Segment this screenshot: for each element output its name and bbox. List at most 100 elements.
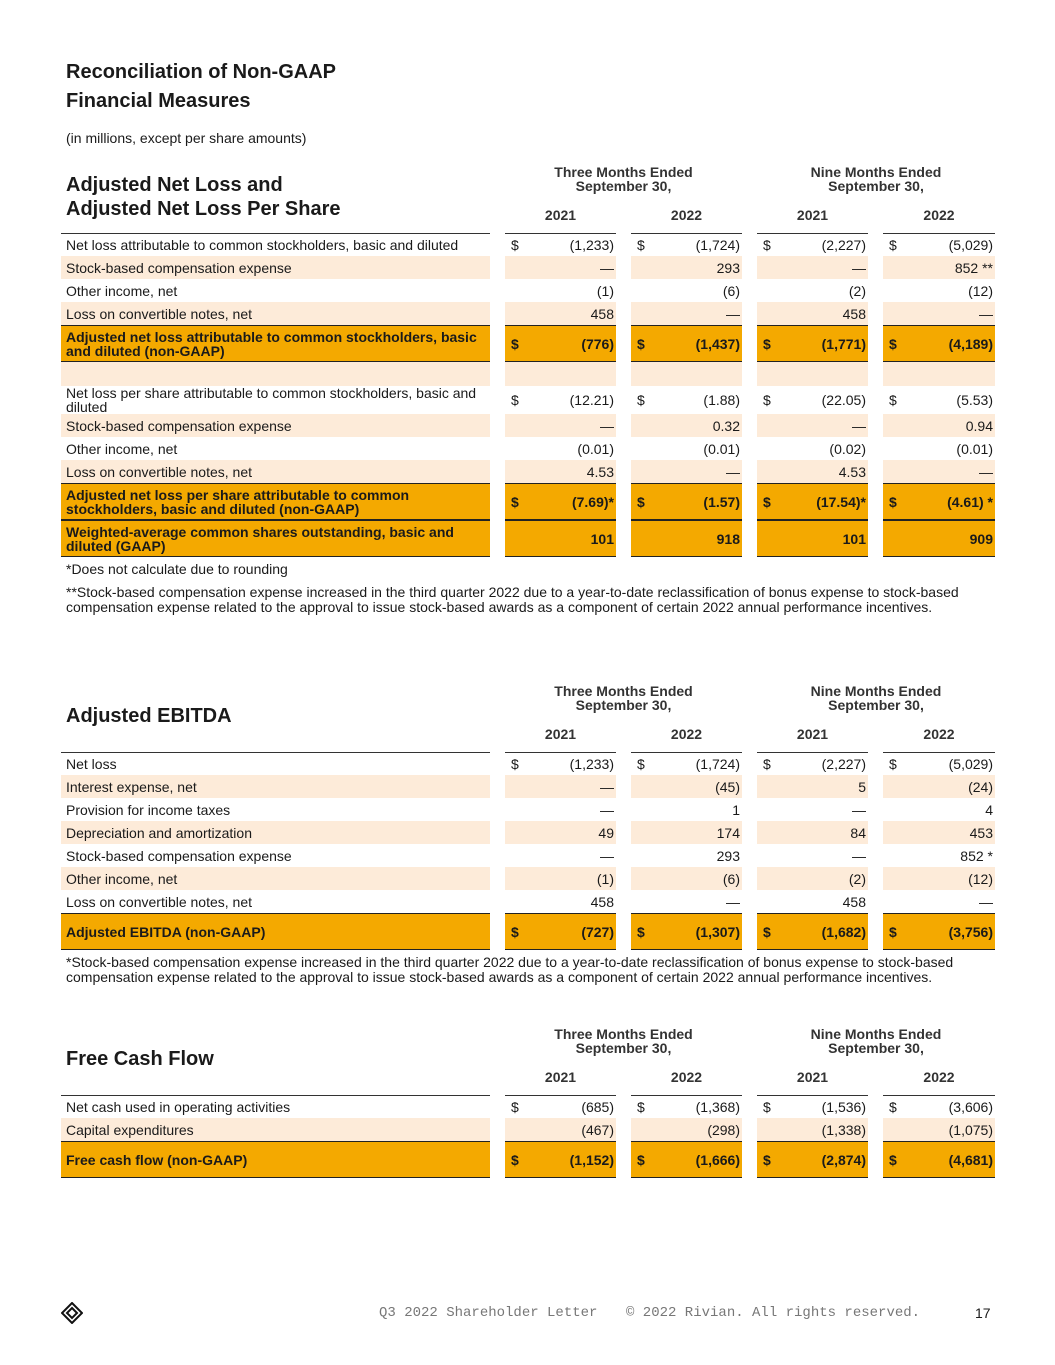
table: Free Cash Flow Three Months Ended Septemb… <box>61 1023 995 1178</box>
value: — <box>726 463 740 480</box>
value: (685) <box>581 1099 614 1115</box>
value-cell: 852 ** <box>883 256 995 279</box>
value: (22.05) <box>821 392 866 408</box>
value: (7.69)* <box>571 493 614 510</box>
spacer-cell <box>505 362 616 386</box>
value-cell: (0.01) <box>883 437 995 460</box>
value: — <box>600 417 614 434</box>
value: (12) <box>968 870 993 887</box>
value: (5.53) <box>956 392 993 408</box>
value-cell: $ (2,874) <box>757 1141 868 1178</box>
year-header: 2022 <box>923 1069 955 1085</box>
row-label: Interest expense, net <box>61 775 490 798</box>
value: (3,756) <box>948 923 993 940</box>
table-title: Adjusted Net Loss and Adjusted Net Loss P… <box>61 161 490 233</box>
table: Adjusted EBITDA Three Months Ended Septem… <box>61 680 995 993</box>
currency: $ <box>511 756 519 772</box>
value-cell: (12) <box>883 279 995 302</box>
table-row: Net loss per share attributable to commo… <box>61 386 995 414</box>
value: (0.01) <box>577 440 614 457</box>
value: (4,189) <box>948 335 993 352</box>
currency: $ <box>763 1151 771 1168</box>
value-cell: $ (4.61) * <box>883 483 995 520</box>
value-cell: 174 <box>631 821 742 844</box>
value-cell: $ (1,682) <box>757 913 868 950</box>
value-cell: $ (1.57) <box>631 483 742 520</box>
title-line: Financial Measures <box>66 90 251 112</box>
period-label: Nine Months Ended September 30, <box>810 683 942 713</box>
value-cell: $ (1,724) <box>631 233 742 256</box>
row-label: Adjusted EBITDA (non-GAAP) <box>61 913 490 950</box>
value: (1,233) <box>569 756 614 772</box>
period-header: Three Months Ended September 30, <box>505 1023 742 1069</box>
value: (5,029) <box>948 237 993 253</box>
currency: $ <box>763 335 771 352</box>
currency: $ <box>889 237 897 253</box>
value-cell: $ (1,368) <box>631 1095 742 1118</box>
currency: $ <box>889 1151 897 1168</box>
value: (2) <box>848 870 866 887</box>
value: (776) <box>581 335 614 352</box>
period-header: Nine Months Ended September 30, <box>757 680 995 726</box>
notes: *Does not calculate due to rounding **Sto… <box>61 562 995 615</box>
value: (2,227) <box>821 756 866 772</box>
table-row: Stock-based compensation expense — 293 — 852… <box>61 844 995 867</box>
value: (4,681) <box>948 1151 993 1168</box>
currency: $ <box>511 1099 519 1115</box>
currency: $ <box>637 392 645 408</box>
value: (17.54)* <box>816 493 866 510</box>
currency: $ <box>511 392 519 408</box>
table-title: Adjusted EBITDA <box>61 680 490 752</box>
value-cell: (2) <box>757 279 868 302</box>
value-cell: — <box>883 890 995 913</box>
value: 4 <box>985 801 993 818</box>
value: (1,536) <box>821 1099 866 1115</box>
value: (1,724) <box>695 237 740 253</box>
table-row: Net loss attributable to common stockhol… <box>61 233 995 256</box>
value-cell: $ (1,724) <box>631 752 742 775</box>
value: (6) <box>722 282 740 299</box>
currency: $ <box>637 493 645 510</box>
value: (1) <box>596 282 614 299</box>
row-label: Other income, net <box>66 282 178 299</box>
value-cell: 49 <box>505 821 616 844</box>
currency: $ <box>889 392 897 408</box>
value: 458 <box>842 305 866 322</box>
value: (4.61) * <box>947 493 993 510</box>
value: 293 <box>716 847 740 864</box>
currency: $ <box>763 756 771 772</box>
value: (2,227) <box>821 237 866 253</box>
value: (727) <box>581 923 614 940</box>
footer-document: Q3 2022 Shareholder Letter <box>379 1305 598 1321</box>
value: (45) <box>715 778 740 795</box>
currency: $ <box>511 493 519 510</box>
period-header: Nine Months Ended September 30, <box>757 1023 995 1069</box>
value-cell: (1) <box>505 867 616 890</box>
table-row: Stock-based compensation expense — 0.32 — 0.… <box>61 414 995 437</box>
value-cell: 458 <box>505 890 616 913</box>
currency: $ <box>889 1099 897 1115</box>
value-cell: — <box>631 460 742 483</box>
value: (1,724) <box>695 756 740 772</box>
value-cell: — <box>757 414 868 437</box>
currency: $ <box>637 1151 645 1168</box>
row-label: Adjusted net loss per share attributable… <box>61 483 490 520</box>
value-cell: — <box>631 890 742 913</box>
currency: $ <box>763 392 771 408</box>
value: (1.57) <box>703 493 740 510</box>
value-cell: $ (1,771) <box>757 325 868 362</box>
value-cell: $ (12.21) <box>505 386 616 414</box>
table-row: Weighted-average common shares outstandi… <box>61 520 995 557</box>
value: 5 <box>858 778 866 795</box>
row-label: Loss on convertible notes, net <box>61 302 490 325</box>
spacer-cell <box>757 362 868 386</box>
year-header: 2022 <box>670 207 703 223</box>
currency: $ <box>889 493 897 510</box>
row-label: Net cash used in operating activities <box>61 1095 490 1118</box>
value-cell: 4.53 <box>757 460 868 483</box>
value: 84 <box>850 824 866 841</box>
value-cell: — <box>505 798 616 821</box>
period-label: Nine Months Ended September 30, <box>810 1026 942 1056</box>
value: 918 <box>716 530 740 547</box>
